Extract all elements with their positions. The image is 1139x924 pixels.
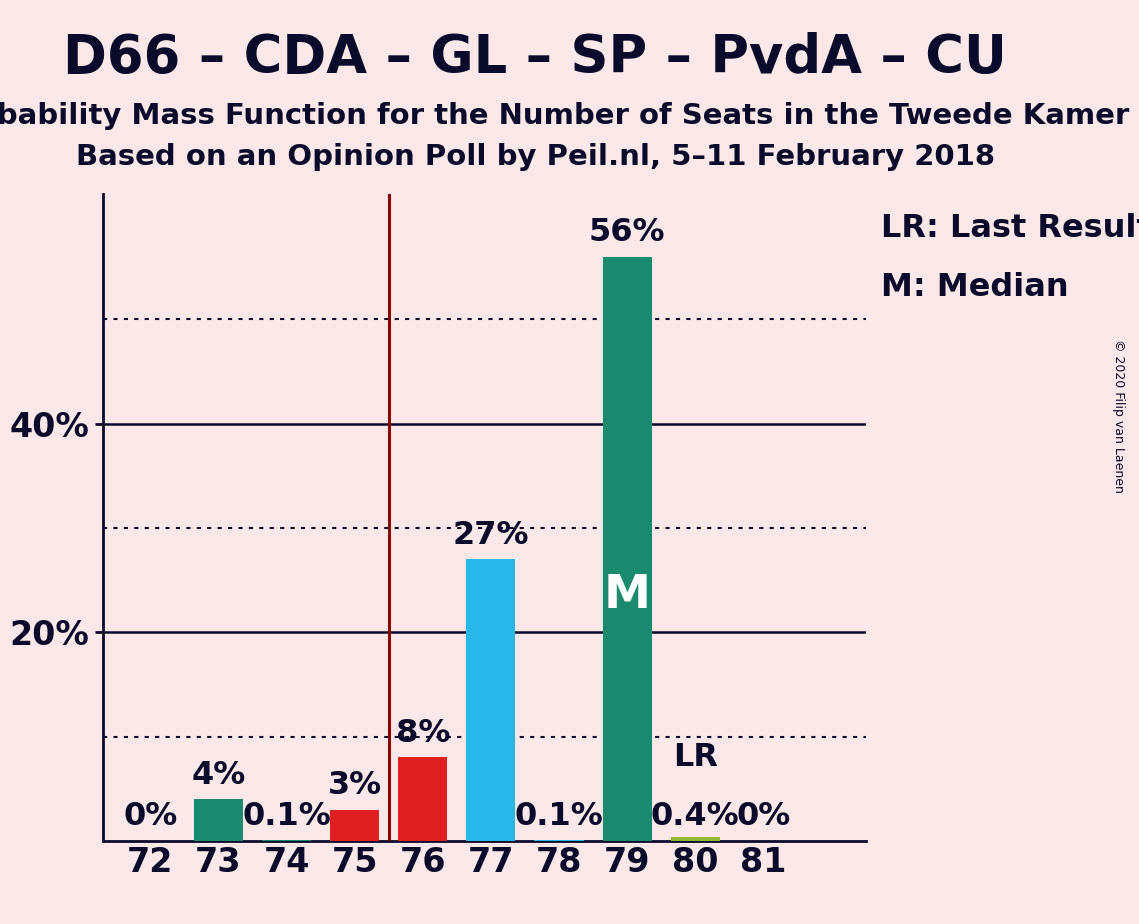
Text: 0%: 0% [736,801,790,833]
Bar [330,809,379,841]
Text: 4%: 4% [191,760,246,791]
Text: LR: LR [673,742,718,772]
Text: Based on an Opinion Poll by Peil.nl, 5–11 February 2018: Based on an Opinion Poll by Peil.nl, 5–1… [76,143,994,171]
Text: 3%: 3% [328,771,382,801]
Bar [534,840,583,841]
Text: 0.1%: 0.1% [515,801,604,833]
Text: D66 – CDA – GL – SP – PvdA – CU: D66 – CDA – GL – SP – PvdA – CU [64,32,1007,84]
Text: 0.4%: 0.4% [652,801,739,833]
Bar [262,840,311,841]
Bar [194,799,243,841]
Text: Probability Mass Function for the Number of Seats in the Tweede Kamer: Probability Mass Function for the Number… [0,102,1130,129]
Bar [671,836,720,841]
Text: 56%: 56% [589,217,665,249]
Text: M: Median: M: Median [880,272,1068,303]
Bar [603,257,652,841]
Text: M: M [604,573,650,618]
Text: 27%: 27% [452,520,530,551]
Text: 8%: 8% [395,718,450,749]
Text: 0.1%: 0.1% [243,801,330,833]
Text: © 2020 Filip van Laenen: © 2020 Filip van Laenen [1113,339,1125,492]
Bar [399,758,448,841]
Text: LR: Last Result: LR: Last Result [880,213,1139,245]
Bar [466,559,516,841]
Text: 0%: 0% [123,801,178,833]
